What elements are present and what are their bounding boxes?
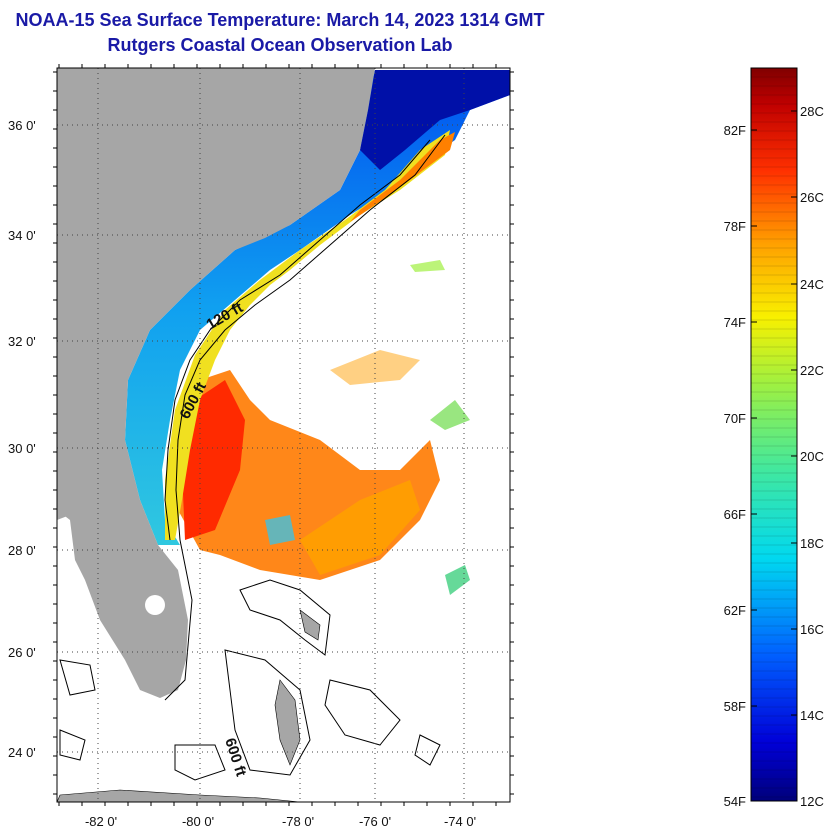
map-frame: [56, 67, 511, 803]
colorbar-f-label: 66F: [724, 507, 746, 522]
colorbar-c-label: 14C: [800, 708, 824, 723]
land-southeast-us: [57, 68, 375, 698]
colorbar-c-label: 28C: [800, 104, 824, 119]
lon-label: -78 0': [282, 814, 314, 829]
lat-label: 36 0': [8, 118, 36, 133]
lat-label: 26 0': [8, 645, 36, 660]
colorbar-f-label: 54F: [724, 794, 746, 809]
map-subtitle: Rutgers Coastal Ocean Observation Lab: [107, 35, 453, 55]
land-panhandle: [57, 490, 70, 520]
colorbar-c-label: 24C: [800, 277, 824, 292]
lat-label: 32 0': [8, 334, 36, 349]
map-grid: [57, 68, 510, 802]
colorbar: [750, 67, 798, 802]
isobath-120ft: [164, 139, 431, 541]
map-ticks: [53, 64, 514, 806]
colorbar-celsius-labels: 28C 26C 24C 22C 20C 18C 16C 14C 12C: [800, 104, 824, 809]
lon-label: -82 0': [85, 814, 117, 829]
longitude-labels: -82 0' -80 0' -78 0' -76 0' -74 0': [85, 814, 476, 829]
lake-okeechobee: [145, 595, 165, 615]
lat-label: 28 0': [8, 543, 36, 558]
sst-warm-water: [178, 260, 470, 595]
colorbar-c-label: 22C: [800, 363, 824, 378]
colorbar-c-label: 26C: [800, 190, 824, 205]
lat-label: 30 0': [8, 441, 36, 456]
colorbar-f-label: 70F: [724, 411, 746, 426]
colorbar-c-label: 12C: [800, 794, 824, 809]
map-title: NOAA-15 Sea Surface Temperature: March 1…: [15, 10, 545, 30]
colorbar-c-label: 16C: [800, 622, 824, 637]
lon-label: -76 0': [359, 814, 391, 829]
lon-label: -74 0': [444, 814, 476, 829]
colorbar-c-label: 20C: [800, 449, 824, 464]
colorbar-f-label: 62F: [724, 603, 746, 618]
colorbar-f-label: 78F: [724, 219, 746, 234]
bahamas-land: [57, 609, 321, 802]
map-body: 120 ft 600 ft 600 ft: [57, 68, 510, 802]
colorbar-f-label: 58F: [724, 699, 746, 714]
lat-label: 24 0': [8, 745, 36, 760]
sst-shelf-water: [125, 70, 510, 545]
colorbar-f-label: 74F: [724, 315, 746, 330]
colorbar-f-label: 82F: [724, 123, 746, 138]
latitude-labels: 36 0' 34 0' 32 0' 30 0' 28 0' 26 0' 24 0…: [8, 118, 36, 760]
colorbar-gradient: [751, 68, 797, 801]
colorbar-fahrenheit-labels: 82F 78F 74F 70F 66F 62F 58F 54F: [724, 123, 746, 809]
isobath-600ft: [164, 134, 446, 701]
bahamas-contours: [59, 579, 441, 781]
lat-label: 34 0': [8, 228, 36, 243]
lon-label: -80 0': [182, 814, 214, 829]
colorbar-c-label: 18C: [800, 536, 824, 551]
